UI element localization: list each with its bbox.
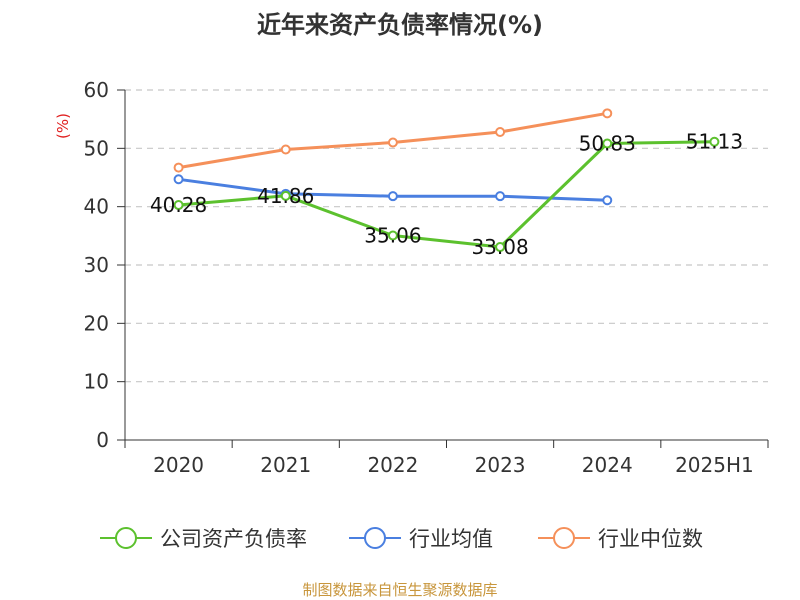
x-tick-labels: 2020 2021 2022 2023 2024 2025H1 <box>153 453 754 477</box>
data-point <box>495 127 506 137</box>
y-tick-label: 50 <box>84 136 109 160</box>
y-tick-labels: 0 10 20 30 40 50 60 <box>84 78 109 452</box>
y-tick-label: 40 <box>84 195 109 219</box>
y-tick-label: 0 <box>96 428 109 452</box>
series-line <box>178 140 715 249</box>
data-label: 35.06 <box>364 223 421 247</box>
legend: 公司资产负债率 行业均值 行业中位数 <box>100 527 703 551</box>
x-tick-label: 2022 <box>367 453 418 477</box>
y-tick-label: 60 <box>84 78 109 102</box>
y-tick-label: 20 <box>84 311 109 335</box>
data-labels: 40.28 41.86 35.06 33.08 50.83 51.13 <box>150 130 743 259</box>
data-point <box>173 200 184 211</box>
x-tick-label: 2021 <box>260 453 311 477</box>
data-point <box>387 191 398 202</box>
data-label: 40.28 <box>150 193 207 217</box>
data-point <box>173 174 184 185</box>
y-tick-label: 30 <box>84 253 109 277</box>
legend-marker <box>553 527 575 549</box>
y-tick-label: 10 <box>84 370 109 394</box>
data-point <box>709 136 720 147</box>
data-point <box>602 138 613 149</box>
data-label: 41.86 <box>257 184 314 208</box>
chart-title: 近年来资产负债率情况(%) <box>257 11 543 39</box>
data-label: 33.08 <box>471 235 528 259</box>
data-point <box>280 144 291 155</box>
axes <box>117 89 769 448</box>
data-label: 51.13 <box>686 130 743 154</box>
legend-marker <box>115 527 137 549</box>
x-tick-label: 2024 <box>582 453 633 477</box>
data-point <box>173 162 184 173</box>
legend-marker <box>364 527 386 549</box>
data-point <box>387 137 398 148</box>
series-group <box>173 108 720 253</box>
data-point <box>602 108 613 119</box>
data-point <box>387 230 398 241</box>
source-note: 制图数据来自恒生聚源数据库 <box>302 581 497 599</box>
x-tick-label: 2025H1 <box>675 453 754 477</box>
grid-lines <box>125 89 768 383</box>
legend-label: 行业中位数 <box>598 527 703 551</box>
x-tick-label: 2020 <box>153 453 204 477</box>
data-point <box>495 191 506 202</box>
legend-label: 公司资产负债率 <box>160 527 307 551</box>
y-axis-label: (%) <box>54 113 72 139</box>
data-point <box>495 242 506 253</box>
data-point <box>280 190 291 201</box>
data-label: 50.83 <box>579 131 636 155</box>
data-point <box>602 195 613 206</box>
legend-label: 行业均值 <box>409 527 493 551</box>
x-tick-label: 2023 <box>475 453 526 477</box>
